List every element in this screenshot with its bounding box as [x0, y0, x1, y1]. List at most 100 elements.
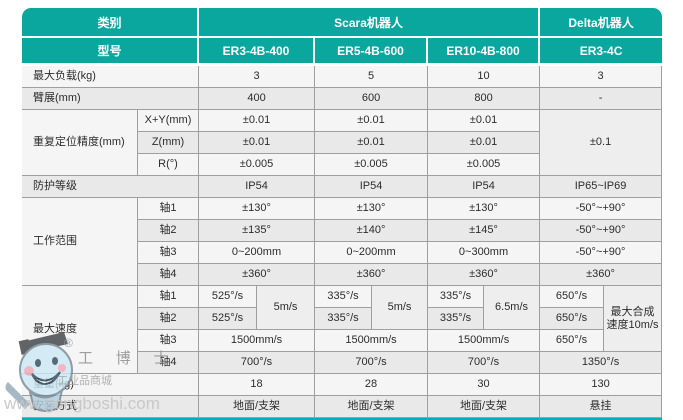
cell: 335°/s [428, 308, 485, 330]
cell: 700°/s [315, 352, 429, 374]
cell: 700°/s [428, 352, 541, 374]
sub-label: 轴1 [138, 286, 200, 308]
header-row-category: 类别 Scara机器人 Delta机器人 [22, 8, 663, 38]
row-weight: 重量(kg) 18 28 30 130 [22, 374, 663, 396]
cell: 1500mm/s [315, 330, 429, 352]
cell: ±0.01 [315, 110, 429, 132]
sub-label: 轴2 [138, 220, 200, 242]
cell: 3 [540, 66, 663, 88]
sub-label: 轴3 [138, 242, 200, 264]
row-label: 最大负载(kg) [22, 66, 200, 88]
cell: 1350°/s [540, 352, 663, 374]
sub-label: R(°) [138, 154, 200, 176]
model-er3-4c: ER3-4C [540, 38, 663, 66]
cell: - [540, 88, 663, 110]
cell-delta-composite-speed: 最大合成速度10m/s [604, 286, 663, 352]
cell: 800 [428, 88, 541, 110]
cell: 0~300mm [428, 242, 541, 264]
cell: 335°/s [428, 286, 485, 308]
row-range-axis3: 轴3 0~200mm 0~200mm 0~300mm -50°~+90° [22, 242, 663, 264]
header-group-scara: Scara机器人 [199, 8, 541, 38]
cell: IP54 [428, 176, 541, 198]
sub-label: 轴2 [138, 308, 200, 330]
cell-delta-precision: ±0.1 [540, 110, 663, 176]
cell-linear-speed: 5m/s [257, 286, 316, 330]
cell: 30 [428, 374, 541, 396]
cell: 650°/s [540, 330, 605, 352]
row-label: 最大速度 [22, 286, 138, 374]
header-row-model: 型号 ER3-4B-400 ER5-4B-600 ER10-4B-800 ER3… [22, 38, 663, 66]
row-label: 重量(kg) [22, 374, 200, 396]
cell: ±0.01 [199, 110, 316, 132]
cell: ±360° [428, 264, 541, 286]
row-label: 工作范围 [22, 198, 138, 286]
cell: ±0.005 [199, 154, 316, 176]
cell: 3 [199, 66, 316, 88]
header-group-delta: Delta机器人 [540, 8, 663, 38]
sub-label: X+Y(mm) [138, 110, 200, 132]
cell: 600 [315, 88, 429, 110]
cell: ±0.01 [315, 132, 429, 154]
cell: 地面/支架 [315, 396, 429, 418]
robot-spec-table: 类别 Scara机器人 Delta机器人 型号 ER3-4B-400 ER5-4… [22, 8, 663, 420]
cell: ±0.01 [428, 110, 541, 132]
row-label: 臂展(mm) [22, 88, 200, 110]
row-speed-axis4: 轴4 700°/s 700°/s 700°/s 1350°/s [22, 352, 663, 374]
cell: 400 [199, 88, 316, 110]
row-label: 重复定位精度(mm) [22, 110, 138, 176]
cell: ±360° [315, 264, 429, 286]
cell: -50°~+90° [540, 198, 663, 220]
cell: IP65~IP69 [540, 176, 663, 198]
cell: 335°/s [315, 308, 373, 330]
model-er3-4b-400: ER3-4B-400 [199, 38, 316, 66]
cell: IP54 [199, 176, 316, 198]
row-label: 安装方式 [22, 396, 200, 418]
model-er10-4b-800: ER10-4B-800 [428, 38, 541, 66]
sub-label: Z(mm) [138, 132, 200, 154]
cell: ±130° [428, 198, 541, 220]
row-precision-z: Z(mm) ±0.01 ±0.01 ±0.01 [22, 132, 662, 154]
cell: 10 [428, 66, 541, 88]
cell: 5 [315, 66, 429, 88]
cell: 335°/s [315, 286, 373, 308]
cell: 650°/s [540, 286, 605, 308]
cell: ±140° [315, 220, 429, 242]
cell: 悬挂 [540, 396, 663, 418]
sub-label: 轴4 [138, 352, 200, 374]
row-precision-xy: 重复定位精度(mm) X+Y(mm) ±0.01 ±0.01 ±0.01 ±0.… [22, 110, 663, 176]
cell: 28 [315, 374, 429, 396]
cell: ±0.005 [315, 154, 429, 176]
header-category: 类别 [22, 8, 200, 38]
cell-linear-speed: 6.5m/s [484, 286, 541, 330]
header-model: 型号 [22, 38, 200, 66]
cell: IP54 [315, 176, 429, 198]
cell: ±360° [540, 264, 663, 286]
row-range-axis2: 轴2 ±135° ±140° ±145° -50°~+90° [22, 220, 663, 242]
cell: -50°~+90° [540, 242, 663, 264]
row-max-payload: 最大负载(kg) 3 5 10 3 [22, 66, 663, 88]
cell: 525°/s [199, 286, 258, 308]
cell: ±135° [199, 220, 316, 242]
cell: ±145° [428, 220, 541, 242]
cell: 地面/支架 [199, 396, 316, 418]
cell: ±360° [199, 264, 316, 286]
row-precision-r: R(°) ±0.005 ±0.005 ±0.005 [22, 154, 662, 176]
sub-label: 轴3 [138, 330, 200, 352]
cell-linear-speed: 5m/s [372, 286, 429, 330]
cell: ±130° [315, 198, 429, 220]
row-label: 防护等级 [22, 176, 200, 198]
row-range-axis4: 轴4 ±360° ±360° ±360° ±360° [22, 264, 663, 286]
cell: ±0.005 [428, 154, 541, 176]
cell: 525°/s [199, 308, 258, 330]
cell: -50°~+90° [540, 220, 663, 242]
row-speed-axis1: 最大速度 轴1 525°/s 5m/s 335°/s 5m/s 335°/s 6… [22, 286, 663, 374]
row-reach: 臂展(mm) 400 600 800 - [22, 88, 663, 110]
cell: 1500mm/s [199, 330, 316, 352]
cell: 130 [540, 374, 663, 396]
cell: 700°/s [199, 352, 316, 374]
sub-label: 轴4 [138, 264, 200, 286]
cell: 地面/支架 [428, 396, 541, 418]
cell: 0~200mm [315, 242, 429, 264]
cell: 1500mm/s [428, 330, 541, 352]
